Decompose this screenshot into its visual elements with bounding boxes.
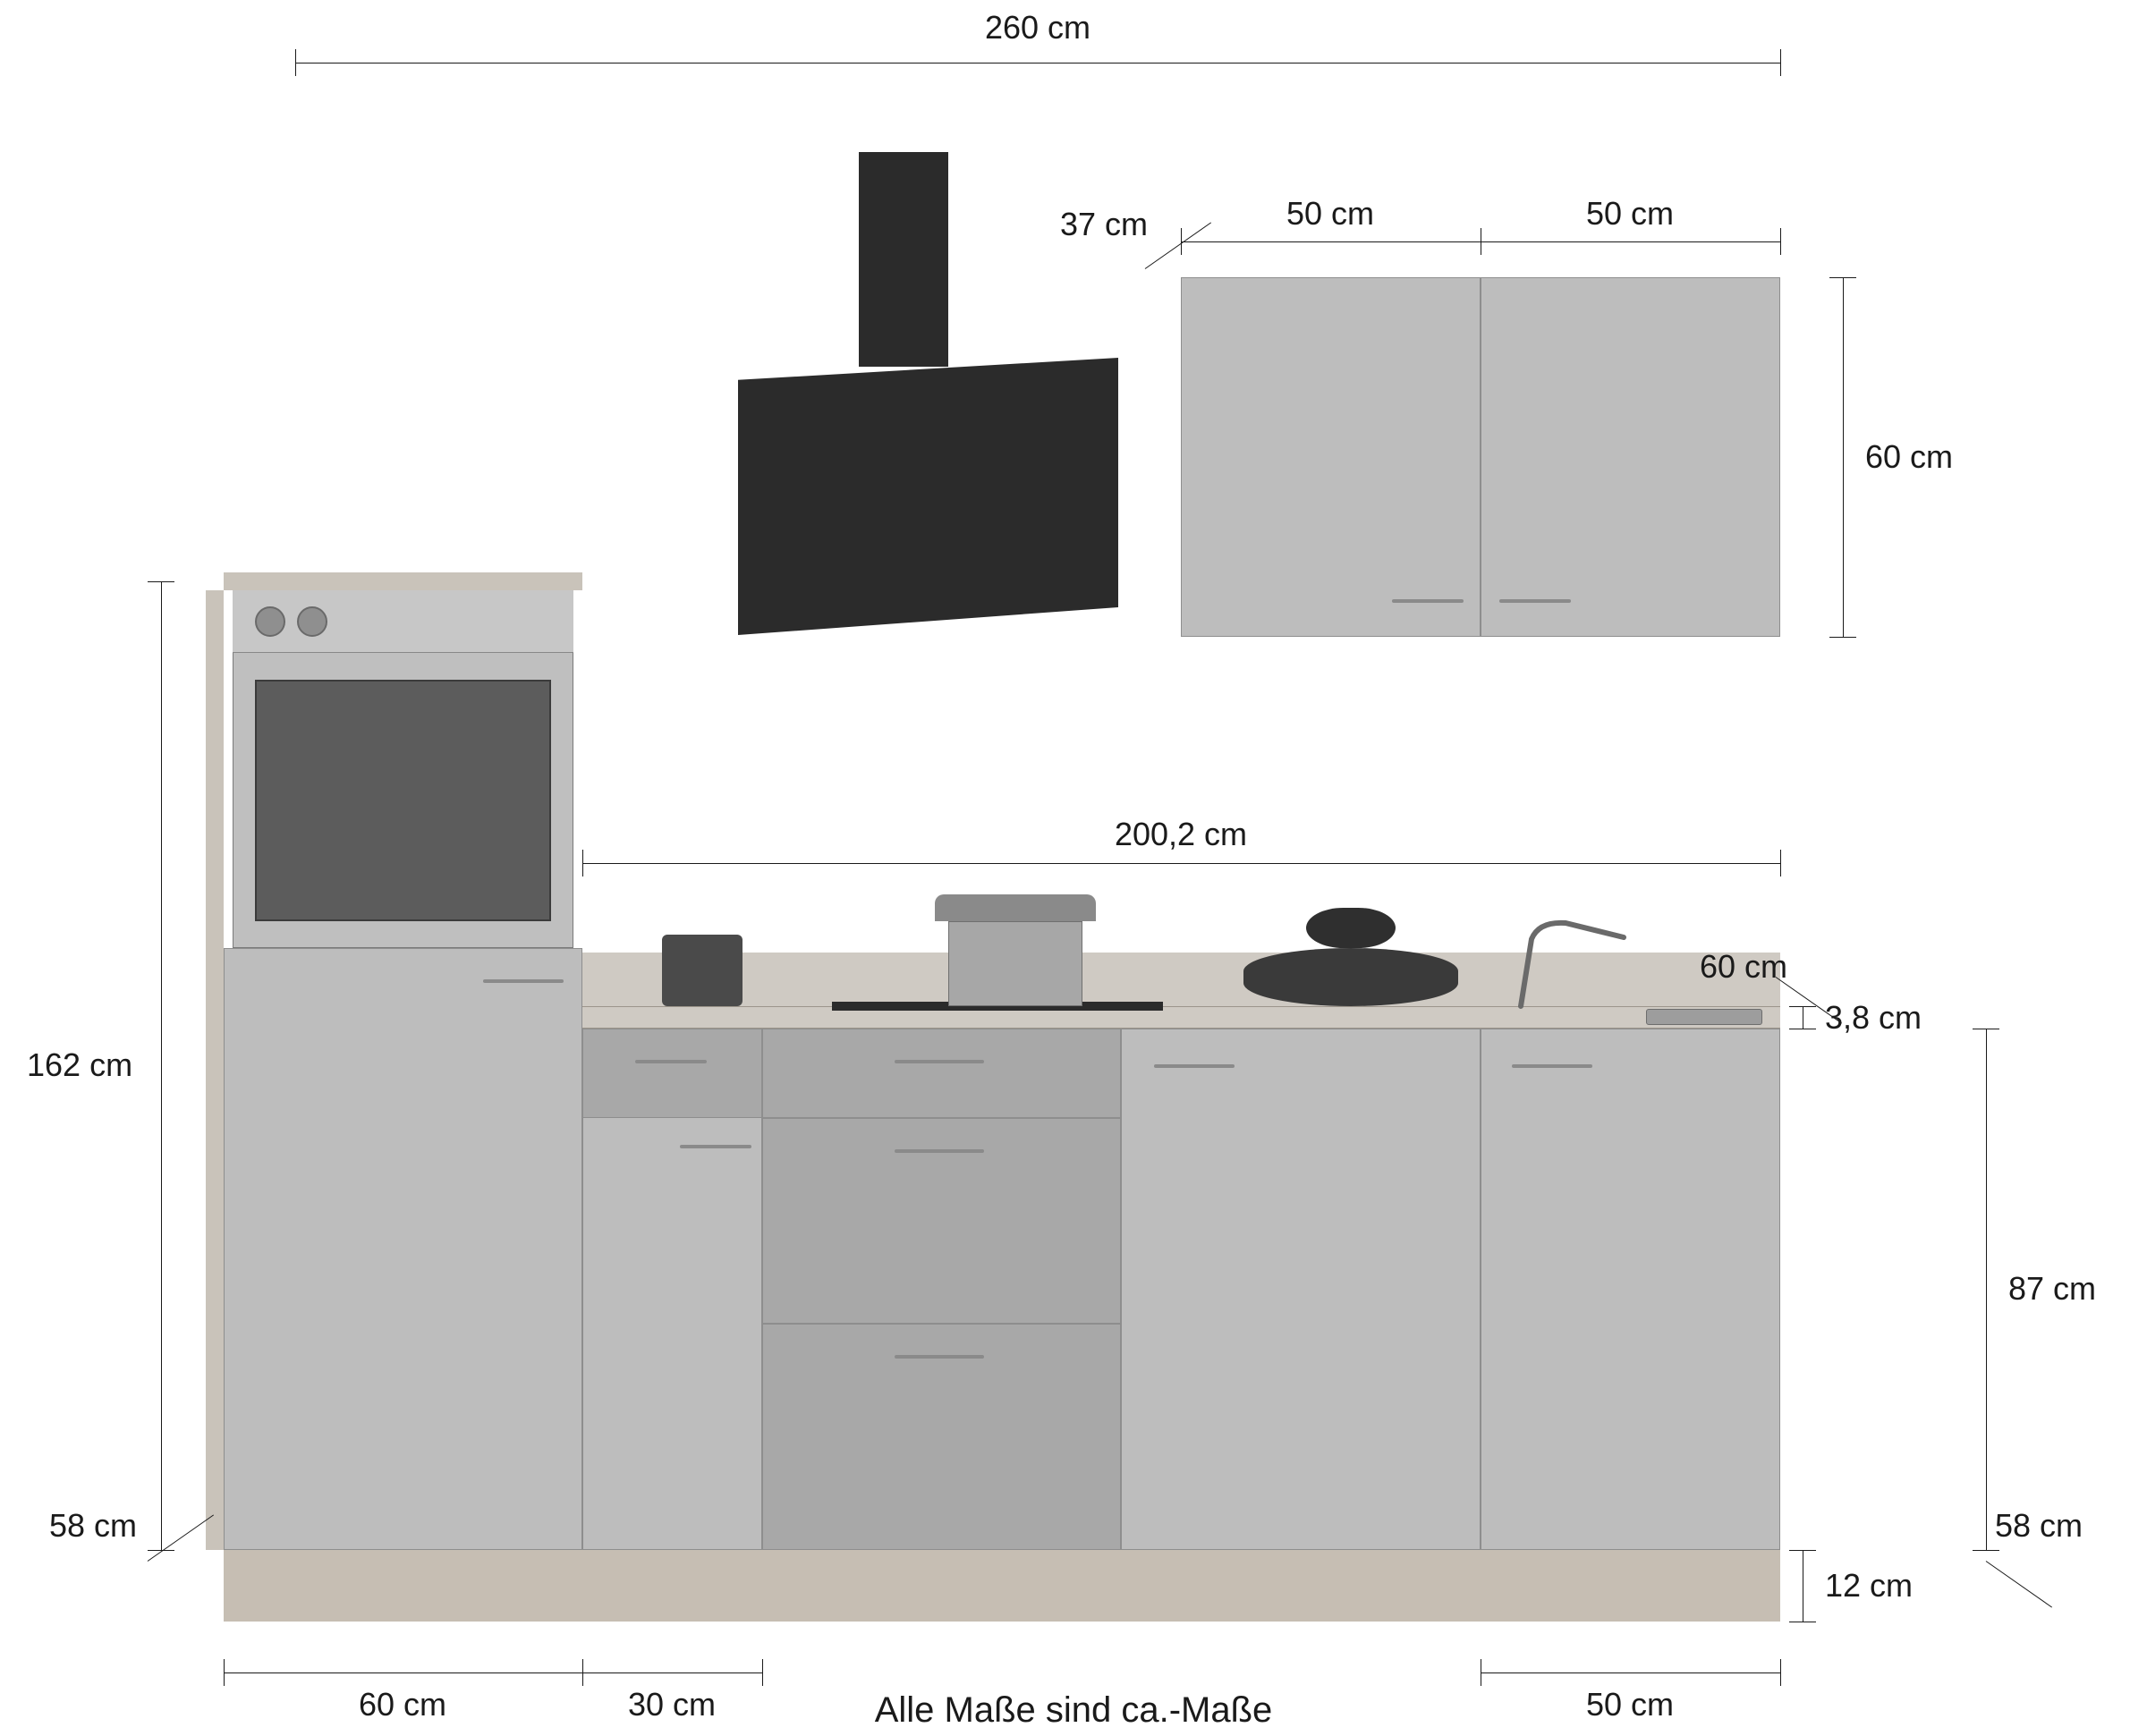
dim-tick (1780, 49, 1781, 76)
drawer-top (762, 1029, 1121, 1118)
door-handle (680, 1145, 751, 1148)
dim-depth-right-label: 58 cm (1995, 1507, 2083, 1545)
dim-tick (1780, 850, 1781, 876)
base-door-60 (1121, 1029, 1481, 1550)
dim-tick (1973, 1550, 1999, 1551)
hood-body (738, 358, 1118, 635)
dim-tall-height-label: 162 cm (27, 1046, 132, 1084)
footnote: Alle Maße sind ca.-Maße (875, 1690, 1273, 1731)
toe-kick (224, 1550, 1780, 1622)
dim-tick (1829, 637, 1856, 638)
dim-depth-diag-right (1986, 1561, 2052, 1607)
door-handle (1154, 1064, 1235, 1068)
dim-30-line (582, 1672, 762, 1673)
dim-depth-diag-left (148, 1514, 214, 1561)
dim-depth-diag (1145, 222, 1211, 268)
dim-total-width-line (295, 63, 1780, 64)
dim-tick (224, 1659, 225, 1686)
dim-tall-height-line (161, 581, 162, 1550)
dim-tick (1789, 1550, 1816, 1551)
dim-wall-cab-height-label: 60 cm (1865, 438, 1953, 476)
dim-wall-cab-height-line (1843, 277, 1844, 637)
dim-run-width-line (582, 863, 1780, 864)
tall-unit-lower-front (224, 948, 582, 1550)
prop-grinder (662, 935, 743, 1006)
prop-pot-lid (935, 894, 1096, 921)
dim-tick (582, 850, 583, 876)
dim-tick (1780, 228, 1781, 255)
hood-flue (859, 152, 948, 367)
dim-total-width-label: 260 cm (985, 9, 1090, 47)
drawer-handle (895, 1355, 984, 1359)
dim-wall-cab-right-label: 50 cm (1586, 195, 1674, 233)
dim-base-height-label: 87 cm (2008, 1270, 2096, 1308)
drawer-handle (895, 1149, 984, 1153)
prop-pan (1243, 948, 1458, 1006)
wall-cabinet-right (1481, 277, 1780, 637)
tall-unit-side (206, 590, 224, 1550)
dim-tick (1789, 1006, 1816, 1007)
dim-base-height-line (1986, 1029, 1987, 1550)
base-30-drawer (582, 1029, 762, 1118)
prop-stack (1306, 908, 1396, 948)
oven-knob (255, 606, 285, 637)
dim-wall-cab-left-label: 50 cm (1286, 195, 1374, 233)
wall-cabinet-left (1181, 277, 1481, 637)
dim-oven-w-line (224, 1672, 582, 1673)
dim-50-label: 50 cm (1586, 1686, 1674, 1723)
dim-tick (1829, 277, 1856, 278)
dim-tick (1780, 1659, 1781, 1686)
wall-cab-handle (1499, 599, 1571, 603)
drawer-handle (895, 1060, 984, 1063)
dim-depth-left-label: 58 cm (49, 1507, 137, 1545)
dim-counter-depth-label: 60 cm (1700, 948, 1787, 986)
oven-door-glass (255, 680, 551, 921)
dim-counter-thick-label: 3,8 cm (1825, 999, 1922, 1037)
dim-run-width-label: 200,2 cm (1115, 816, 1247, 853)
dim-oven-w-label: 60 cm (359, 1686, 446, 1723)
door-handle (1512, 1064, 1592, 1068)
dim-tick (762, 1659, 763, 1686)
prop-pot-body (948, 921, 1082, 1006)
dim-50-line (1481, 1672, 1780, 1673)
dim-tick (148, 581, 174, 582)
dim-toe-label: 12 cm (1825, 1567, 1913, 1605)
dim-tick (295, 49, 296, 76)
tall-unit-top-trim (224, 572, 582, 590)
dim-30-label: 30 cm (628, 1686, 716, 1723)
tall-unit-handle (483, 979, 564, 983)
oven-knob (297, 606, 327, 637)
sink-bowl (1646, 1009, 1762, 1025)
wall-cab-handle (1392, 599, 1464, 603)
dim-hood-depth-label: 37 cm (1060, 206, 1148, 243)
faucet-icon (1512, 912, 1637, 1011)
drawer-handle (635, 1060, 707, 1063)
kitchen-elevation-diagram: 260 cm 37 cm 50 cm 50 cm 60 cm (0, 0, 2147, 1736)
base-sink-50 (1481, 1029, 1780, 1550)
